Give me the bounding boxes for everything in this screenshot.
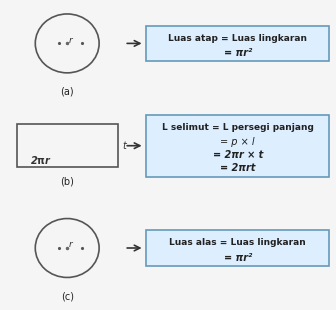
Text: = 2πrt: = 2πrt: [220, 163, 255, 173]
Text: t: t: [123, 141, 127, 151]
Text: Luas alas = Luas lingkaran: Luas alas = Luas lingkaran: [169, 238, 306, 247]
Text: (b): (b): [60, 177, 74, 187]
Text: (a): (a): [60, 87, 74, 97]
Text: Luas atap = Luas lingkaran: Luas atap = Luas lingkaran: [168, 33, 307, 43]
Text: = p × l: = p × l: [220, 137, 255, 147]
Bar: [146, 115, 329, 177]
Text: 2$\bf{\pi}$r: 2$\bf{\pi}$r: [30, 154, 52, 166]
Text: L selimut = L persegi panjang: L selimut = L persegi panjang: [162, 123, 314, 132]
Text: = 2πr × t: = 2πr × t: [213, 150, 263, 160]
Text: r: r: [69, 240, 73, 250]
Bar: [146, 26, 329, 61]
Text: = πr²: = πr²: [223, 253, 252, 263]
Bar: [17, 124, 118, 167]
Text: r: r: [69, 36, 73, 45]
Text: (c): (c): [61, 291, 74, 301]
Text: = πr²: = πr²: [223, 48, 252, 58]
Bar: [146, 230, 329, 266]
